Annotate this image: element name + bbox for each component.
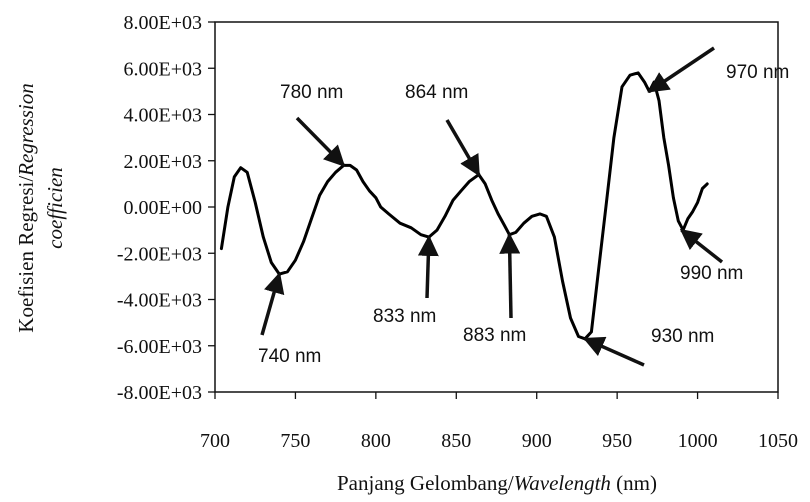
y-axis-label-normal: Koefisien Regresi/ bbox=[14, 176, 38, 333]
y-tick-label: -6.00E+03 bbox=[117, 336, 202, 358]
series-layer bbox=[219, 71, 709, 341]
x-axis-ticks: 700 750 800 850 900 950 1000 1050 bbox=[200, 392, 798, 452]
annotation-arrow bbox=[583, 336, 645, 367]
x-tick-label: 900 bbox=[522, 430, 552, 452]
annotation-label: 990 nm bbox=[680, 263, 743, 284]
y-tick-label: 2.00E+03 bbox=[124, 151, 203, 173]
x-tick-label: 700 bbox=[200, 430, 230, 452]
y-axis-label-italic: Regression bbox=[14, 83, 38, 177]
annotation-label: 780 nm bbox=[280, 82, 343, 103]
x-axis-label-normal: Panjang Gelombang/ bbox=[337, 471, 514, 495]
y-tick-label: -8.00E+03 bbox=[117, 382, 202, 404]
annotation-arrow bbox=[417, 234, 439, 299]
annotation-arrow bbox=[260, 272, 285, 336]
annotation-label: 864 nm bbox=[405, 82, 468, 103]
annotation-label: 833 nm bbox=[373, 306, 436, 327]
annotation-label: 930 nm bbox=[651, 326, 714, 347]
annotation-layer: 740 nm 780 nm 833 nm 864 nm 883 nm 930 nm 970 … bbox=[258, 46, 789, 367]
y-axis-title: Koefisien Regresi/Regression coefficien bbox=[14, 83, 67, 332]
annotation-arrow bbox=[647, 46, 715, 93]
series-line bbox=[219, 71, 709, 341]
svg-text:Koefisien Regresi/Regression: Koefisien Regresi/Regression bbox=[14, 83, 38, 332]
y-tick-label: -2.00E+03 bbox=[117, 243, 202, 265]
x-tick-label: 800 bbox=[361, 430, 391, 452]
y-tick-label: 4.00E+03 bbox=[124, 105, 203, 127]
annotation-label: 883 nm bbox=[463, 325, 526, 346]
x-tick-label: 850 bbox=[441, 430, 471, 452]
annotation-arrow bbox=[679, 228, 724, 264]
y-axis-label-line2: coefficien bbox=[43, 167, 67, 249]
x-axis-label-suffix: (nm) bbox=[611, 471, 657, 495]
y-tick-label: 6.00E+03 bbox=[124, 58, 203, 80]
x-tick-label: 750 bbox=[280, 430, 310, 452]
y-tick-label: 0.00E+00 bbox=[124, 197, 203, 219]
x-tick-label: 950 bbox=[602, 430, 632, 452]
y-tick-label: 8.00E+03 bbox=[124, 12, 203, 34]
annotation-arrow bbox=[499, 232, 521, 319]
annotation-arrow bbox=[445, 119, 481, 177]
x-axis-label-italic: Wavelength bbox=[514, 471, 611, 495]
annotation-label: 970 nm bbox=[726, 62, 789, 83]
x-tick-label: 1000 bbox=[678, 430, 718, 452]
x-tick-label: 1050 bbox=[758, 430, 798, 452]
annotation-label: 740 nm bbox=[258, 346, 321, 367]
x-axis-title: Panjang Gelombang/Wavelength (nm) bbox=[337, 471, 657, 495]
y-tick-label: -4.00E+03 bbox=[117, 290, 202, 312]
annotation-arrow bbox=[295, 116, 346, 167]
y-axis-ticks: 8.00E+03 6.00E+03 4.00E+03 2.00E+03 0.00E+00… bbox=[117, 12, 215, 404]
